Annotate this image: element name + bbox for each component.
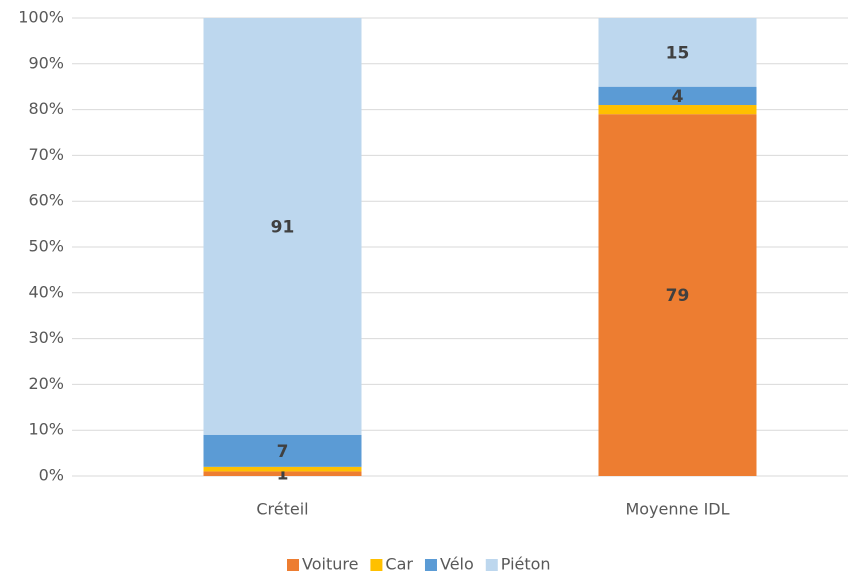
legend-label: Piéton — [501, 555, 551, 574]
y-tick-label: 0% — [39, 466, 64, 485]
data-label: 7 — [277, 442, 289, 462]
y-tick-label: 100% — [18, 8, 64, 27]
data-label: 91 — [271, 217, 295, 237]
y-tick-label: 80% — [28, 99, 64, 118]
y-tick-label: 10% — [28, 420, 64, 439]
y-tick-label: 70% — [28, 145, 64, 164]
data-label: 79 — [666, 286, 690, 306]
y-tick-label: 60% — [28, 191, 64, 210]
data-label: 4 — [672, 87, 684, 107]
data-label: 1 — [277, 465, 289, 485]
bar-segment — [203, 18, 362, 435]
y-tick-label: 30% — [28, 328, 64, 347]
y-tick-label: 90% — [28, 53, 64, 72]
legend-swatch — [485, 559, 498, 571]
bar-segment — [203, 471, 362, 476]
legend-swatch — [424, 559, 437, 571]
y-tick-label: 50% — [28, 237, 64, 256]
legend-label: Voiture — [302, 555, 358, 574]
legend-label: Vélo — [440, 555, 474, 574]
bar-segment — [203, 434, 362, 467]
data-label: 15 — [666, 43, 690, 63]
legend-label: Car — [385, 555, 413, 574]
bar-segment — [598, 86, 757, 106]
bar-segment — [598, 18, 757, 87]
bar-segment — [598, 105, 757, 115]
x-tick-label: Moyenne IDL — [625, 500, 729, 519]
legend-swatch — [370, 559, 383, 571]
legend-swatch — [287, 559, 299, 571]
x-tick-label: Créteil — [256, 500, 308, 519]
y-tick-label: 40% — [28, 282, 64, 301]
bar-segment — [598, 114, 757, 477]
y-tick-label: 20% — [28, 374, 64, 393]
bar-segment — [203, 466, 362, 472]
